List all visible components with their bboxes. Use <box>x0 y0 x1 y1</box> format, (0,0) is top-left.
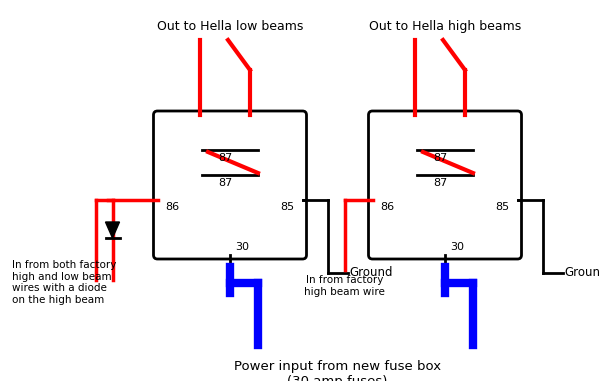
Text: 87: 87 <box>218 153 232 163</box>
Text: 86: 86 <box>166 202 179 212</box>
Text: Ground: Ground <box>565 266 600 280</box>
Text: In from both factory
high and low beam
wires with a diode
on the high beam: In from both factory high and low beam w… <box>12 260 116 305</box>
FancyBboxPatch shape <box>368 111 521 259</box>
Text: 85: 85 <box>280 202 295 212</box>
Text: 87: 87 <box>218 178 232 188</box>
Text: 86: 86 <box>380 202 395 212</box>
Text: Out to Hella low beams: Out to Hella low beams <box>157 20 303 33</box>
Text: Out to Hella high beams: Out to Hella high beams <box>369 20 521 33</box>
Text: 85: 85 <box>496 202 509 212</box>
Text: 30: 30 <box>450 242 464 252</box>
Text: Ground: Ground <box>349 266 393 280</box>
Text: In from factory
high beam wire: In from factory high beam wire <box>304 275 385 296</box>
Text: 87: 87 <box>433 153 447 163</box>
FancyBboxPatch shape <box>154 111 307 259</box>
Text: 30: 30 <box>235 242 249 252</box>
Text: Power input from new fuse box
(30 amp fuses): Power input from new fuse box (30 amp fu… <box>234 360 441 381</box>
Text: 87: 87 <box>433 178 447 188</box>
Polygon shape <box>106 222 119 238</box>
